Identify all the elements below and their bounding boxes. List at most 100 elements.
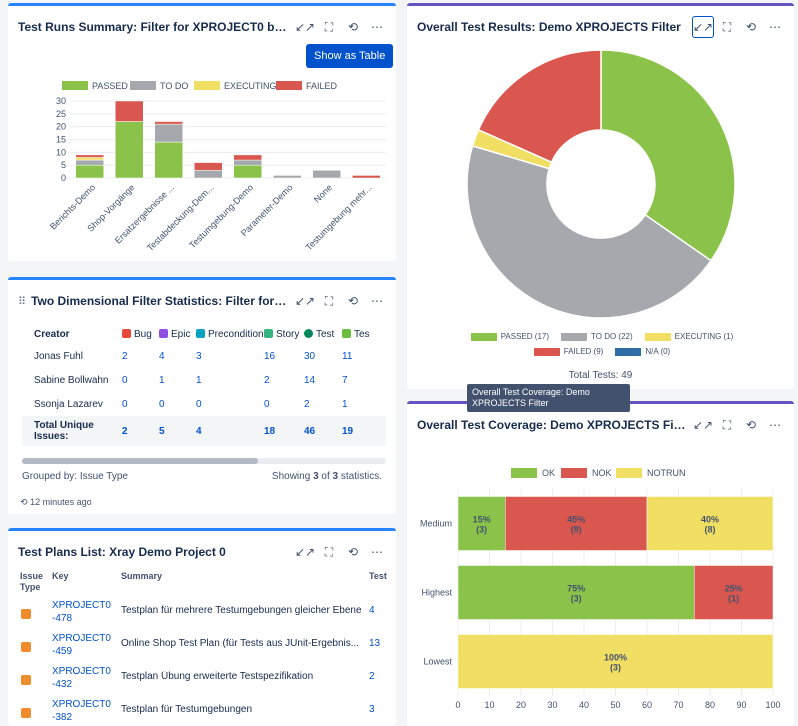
test-count-link[interactable]: 3 [369, 704, 375, 715]
legend-item[interactable]: FAILED (9) [533, 344, 603, 359]
total-link[interactable]: 18 [264, 425, 276, 437]
legend-item[interactable]: PASSED (17) [470, 329, 549, 344]
count-link[interactable]: 1 [196, 374, 202, 386]
test-count-link[interactable]: 2 [369, 671, 375, 682]
bar-segment [233, 164, 262, 179]
bar-segment [115, 100, 144, 122]
show-as-table-button[interactable]: Show as Table [306, 44, 394, 68]
more-icon[interactable]: ⋯ [371, 545, 383, 559]
precondition-icon [196, 329, 205, 339]
data-label-percent: 45% [567, 515, 585, 525]
epic-icon [159, 329, 168, 339]
bar-segment [505, 496, 648, 551]
fullscreen-icon[interactable]: ⛶ [722, 19, 732, 34]
panel-title: Test Plans List: Xray Demo Project 0 [18, 545, 226, 559]
count-link[interactable]: 4 [159, 350, 165, 362]
summary-cell: Online Shop Test Plan (für Tests aus JUn… [121, 638, 360, 649]
fullscreen-icon[interactable]: ⛶ [324, 19, 334, 34]
count-link[interactable]: 16 [264, 350, 276, 362]
minimize-icon[interactable]: ↙↗ [692, 418, 714, 432]
test-coverage-bar-chart: OK NOK NOTRUN 0 10 20 30 40 50 60 70 80 90 100 Medium 1… [420, 468, 781, 710]
issue-key-link[interactable]: XPROJECT0-478 [52, 600, 111, 624]
refresh-icon[interactable]: ⟲ [347, 294, 359, 308]
legend-label: EXECUTING [224, 81, 277, 91]
issue-key-link[interactable]: XPROJECT0-459 [52, 633, 111, 657]
issue-key-link[interactable]: XPROJECT0-432 [52, 666, 111, 690]
x-tick-label: Testumgebung mehr... [304, 182, 374, 252]
stats-table: Creator Bug Epic Precondition Story Test… [22, 324, 386, 446]
table-row: XPROJECT0-478 Testplan für mehrere Testum… [20, 599, 396, 632]
refresh-icon[interactable]: ⟲ [745, 20, 757, 34]
legend-item[interactable]: TO DO (22) [561, 329, 633, 344]
bar-segment [457, 634, 774, 689]
count-link[interactable]: 3 [196, 350, 202, 362]
refresh-icon[interactable]: ⟲ [347, 545, 359, 559]
test-execution-icon [342, 329, 351, 339]
more-icon[interactable]: ⋯ [371, 294, 383, 308]
total-link[interactable]: 4 [196, 425, 202, 437]
count-link[interactable]: 2 [264, 374, 270, 386]
total-link[interactable]: 19 [342, 425, 354, 437]
bar-segment [154, 123, 183, 143]
test-plans-list-panel: Test Plans List: Xray Demo Project 0 ↙↗ … [8, 528, 396, 726]
horizontal-scrollbar[interactable] [22, 458, 386, 464]
legend-item[interactable]: N/A (0) [615, 344, 670, 359]
legend-swatch [276, 81, 302, 90]
count-link[interactable]: 1 [159, 374, 165, 386]
minimize-icon[interactable]: ↙↗ [294, 20, 316, 34]
data-label-percent: 25% [725, 584, 743, 594]
table-row: Ssonja Lazarev 0 0 0 0 2 1 [22, 392, 386, 416]
x-tick-label: 80 [705, 700, 715, 710]
panel-header: ⠿ Two Dimensional Filter Statistics: Fil… [18, 290, 388, 312]
count-link[interactable]: 0 [122, 398, 128, 410]
refresh-icon[interactable]: ⟲ [347, 20, 359, 34]
count-link[interactable]: 0 [122, 374, 128, 386]
legend-swatch [644, 332, 671, 341]
legend-swatch [62, 81, 88, 90]
more-icon[interactable]: ⋯ [769, 418, 781, 432]
count-link[interactable]: 7 [342, 374, 348, 386]
count-link[interactable]: 2 [304, 398, 310, 410]
legend-label: EXECUTING (1) [674, 332, 734, 341]
minimize-icon[interactable]: ↙↗ [294, 545, 316, 559]
data-label-count: (3) [610, 663, 621, 673]
panel-header: Overall Test Results: Demo XPROJECTS Fil… [417, 16, 786, 38]
fullscreen-icon[interactable]: ⛶ [324, 293, 334, 308]
total-row: Total Unique Issues: 2 5 4 18 46 19 [22, 416, 386, 446]
count-link[interactable]: 11 [342, 350, 353, 362]
count-link[interactable]: 1 [342, 398, 348, 410]
total-link[interactable]: 46 [304, 425, 316, 437]
table-row: XPROJECT0-382 Testplan für Testumgebungen… [20, 698, 396, 726]
minimize-icon[interactable]: ↙↗ [692, 16, 714, 38]
drag-handle-icon[interactable]: ⠿ [18, 295, 26, 308]
more-icon[interactable]: ⋯ [371, 20, 383, 34]
scrollbar-thumb[interactable] [22, 458, 258, 464]
refresh-icon[interactable]: ⟲ [745, 418, 757, 432]
x-tick-label: None [312, 182, 334, 204]
legend-label: N/A (0) [645, 347, 671, 356]
panel-header: Test Plans List: Xray Demo Project 0 ↙↗ … [18, 541, 388, 563]
total-link[interactable]: 2 [122, 425, 128, 437]
summary-cell: Testplan für mehrere Testumgebungen glei… [121, 605, 362, 616]
count-link[interactable]: 30 [304, 350, 316, 362]
legend-label: PASSED (17) [500, 332, 549, 341]
count-link[interactable]: 14 [304, 374, 316, 386]
count-link[interactable]: 2 [122, 350, 128, 362]
col-summary: Summary [121, 571, 163, 581]
col-header-creator: Creator [34, 328, 70, 340]
minimize-icon[interactable]: ↙↗ [294, 294, 316, 308]
count-link[interactable]: 0 [196, 398, 202, 410]
total-link[interactable]: 5 [159, 425, 165, 437]
count-link[interactable]: 0 [264, 398, 270, 410]
fullscreen-icon[interactable]: ⛶ [722, 417, 732, 432]
test-count-link[interactable]: 13 [369, 638, 381, 649]
fullscreen-icon[interactable]: ⛶ [324, 544, 334, 559]
test-count-link[interactable]: 4 [369, 605, 375, 616]
more-icon[interactable]: ⋯ [769, 20, 781, 34]
col-header-test: Test [304, 324, 342, 344]
grouped-by-text: Grouped by: Issue Type [22, 471, 128, 482]
test-icon [304, 329, 313, 339]
count-link[interactable]: 0 [159, 398, 165, 410]
issue-key-link[interactable]: XPROJECT0-382 [52, 699, 111, 723]
legend-item[interactable]: EXECUTING (1) [644, 329, 734, 344]
